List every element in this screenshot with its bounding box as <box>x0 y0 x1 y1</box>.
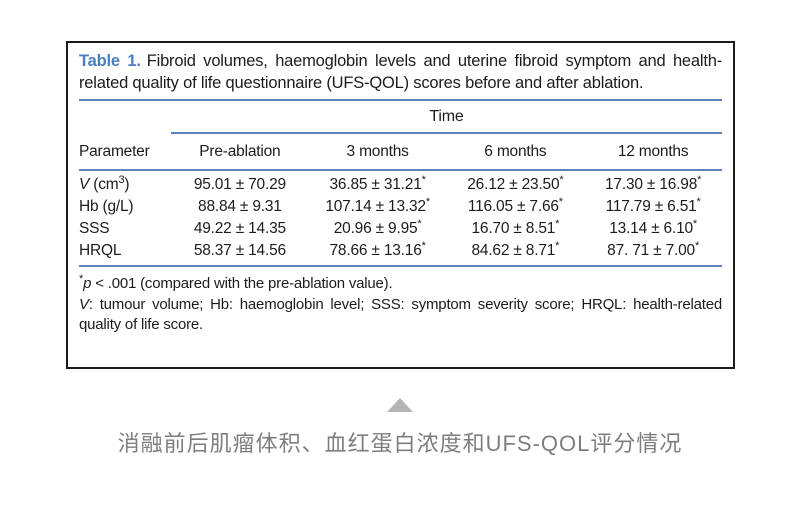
value-text: 36.85 ± 31.21 <box>329 176 422 193</box>
value-text: 88.84 ± 9.31 <box>198 198 282 215</box>
value-text: 116.05 ± 7.66 <box>467 198 559 215</box>
footnote-significance: *p < .001 (compared with the pre-ablatio… <box>79 274 722 295</box>
value-text: 16.70 ± 8.51 <box>471 220 556 237</box>
table-footnotes: *p < .001 (compared with the pre-ablatio… <box>79 274 722 336</box>
data-table: Time Parameter Pre-ablation 3 months 6 m… <box>79 101 722 267</box>
column-header-row: Parameter Pre-ablation 3 months 6 months… <box>79 133 722 171</box>
table-row-haemoglobin: Hb (g/L) 88.84 ± 9.31 107.14 ± 13.32* 11… <box>79 196 722 218</box>
table-title-text: Fibroid volumes, haemoglobin levels and … <box>79 52 722 92</box>
time-header-spacer <box>79 101 171 133</box>
footnote-star: * <box>79 273 84 285</box>
column-header-6months: 6 months <box>446 133 585 171</box>
triangle-up-icon <box>387 398 413 412</box>
cell-value: 84.62 ± 8.71* <box>446 239 585 267</box>
time-header: Time <box>171 101 722 134</box>
cell-value: 16.70 ± 8.51* <box>447 218 585 240</box>
significance-star: * <box>555 239 560 252</box>
param-symbol: SSS <box>79 220 110 237</box>
param-unit: (g/L) <box>98 198 134 215</box>
footnote-abbreviations: V: tumour volume; Hb: haemoglobin level;… <box>79 295 722 336</box>
significance-star: * <box>417 217 422 230</box>
cell-value: 26.12 ± 23.50* <box>447 170 585 196</box>
cell-value: 58.37 ± 14.56 <box>171 240 309 267</box>
value-text: 17.30 ± 16.98 <box>605 176 698 193</box>
footnote-abbr-text: : tumour volume; Hb: haemoglobin level; … <box>79 295 722 334</box>
table-row-sss: SSS 49.22 ± 14.35 20.96 ± 9.95* 16.70 ± … <box>79 218 722 240</box>
rule-under-title <box>79 99 722 101</box>
significance-star: * <box>697 173 702 186</box>
cell-value: 117.79 ± 6.51* <box>584 196 722 218</box>
column-header-12months: 12 months <box>584 133 722 171</box>
value-text: 84.62 ± 8.71 <box>471 242 556 259</box>
table-title: Table 1. Fibroid volumes, haemoglobin lev… <box>79 50 722 94</box>
significance-star: * <box>421 239 426 252</box>
value-text: 87. 71 ± 7.00 <box>607 242 695 259</box>
value-text: 26.12 ± 23.50 <box>467 176 560 193</box>
column-header-3months: 3 months <box>308 133 447 171</box>
value-text: 13.14 ± 6.10 <box>609 220 693 237</box>
value-text: 107.14 ± 13.32 <box>325 198 426 215</box>
cell-value: 13.14 ± 6.10* <box>584 218 722 240</box>
footnote-p-symbol: p <box>83 275 92 292</box>
significance-star: * <box>696 195 701 208</box>
table-row-volume: V (cm3) 95.01 ± 70.29 36.85 ± 31.21* 26.… <box>79 170 722 196</box>
param-symbol: Hb <box>79 198 99 215</box>
value-text: 117.79 ± 6.51 <box>605 198 697 215</box>
value-text: 78.66 ± 13.16 <box>329 242 422 259</box>
significance-star: * <box>425 195 430 208</box>
param-unit-close: ) <box>124 176 130 193</box>
row-label-hrql: HRQL <box>79 240 171 267</box>
param-superscript: 3 <box>118 173 125 186</box>
cell-value: 36.85 ± 31.21* <box>309 170 447 196</box>
cell-value: 20.96 ± 9.95* <box>309 218 447 240</box>
table-label: Table 1. <box>79 52 141 70</box>
row-label-volume: V (cm3) <box>79 170 171 196</box>
cell-value: 87. 71 ± 7.00* <box>584 239 722 267</box>
footnote-v-symbol: V <box>79 295 89 313</box>
significance-star: * <box>694 239 700 252</box>
significance-star: * <box>692 217 698 230</box>
column-header-preablation: Pre-ablation <box>171 133 309 171</box>
row-label-sss: SSS <box>79 218 171 240</box>
table-row-hrql: HRQL 58.37 ± 14.56 78.66 ± 13.16* 84.62 … <box>79 239 722 267</box>
significance-star: * <box>559 173 564 186</box>
value-text: 58.37 ± 14.56 <box>193 242 286 259</box>
footnote-sig-text: < .001 (compared with the pre-ablation v… <box>91 275 393 292</box>
value-text: 95.01 ± 70.29 <box>193 176 286 193</box>
value-text: 20.96 ± 9.95 <box>333 220 418 237</box>
cell-value: 49.22 ± 14.35 <box>171 218 309 240</box>
value-text: 49.22 ± 14.35 <box>193 220 286 237</box>
table-card: Table 1. Fibroid volumes, haemoglobin lev… <box>66 41 735 369</box>
time-header-row: Time <box>79 101 722 134</box>
column-header-parameter: Parameter <box>79 133 171 171</box>
param-unit: (cm <box>89 176 119 193</box>
cell-value: 116.05 ± 7.66* <box>447 196 585 218</box>
cell-value: 107.14 ± 13.32* <box>309 196 447 218</box>
param-symbol: HRQL <box>79 242 122 259</box>
significance-star: * <box>421 173 426 186</box>
cell-value: 88.84 ± 9.31 <box>171 196 309 218</box>
cell-value: 95.01 ± 70.29 <box>171 170 309 196</box>
cell-value: 78.66 ± 13.16* <box>308 239 447 267</box>
row-label-haemoglobin: Hb (g/L) <box>79 196 171 218</box>
chinese-caption: 消融前后肌瘤体积、血红蛋白浓度和UFS-QOL评分情况 <box>117 431 683 456</box>
param-symbol: V <box>79 176 90 193</box>
significance-star: * <box>558 195 563 208</box>
cell-value: 17.30 ± 16.98* <box>584 170 722 196</box>
significance-star: * <box>555 217 560 230</box>
